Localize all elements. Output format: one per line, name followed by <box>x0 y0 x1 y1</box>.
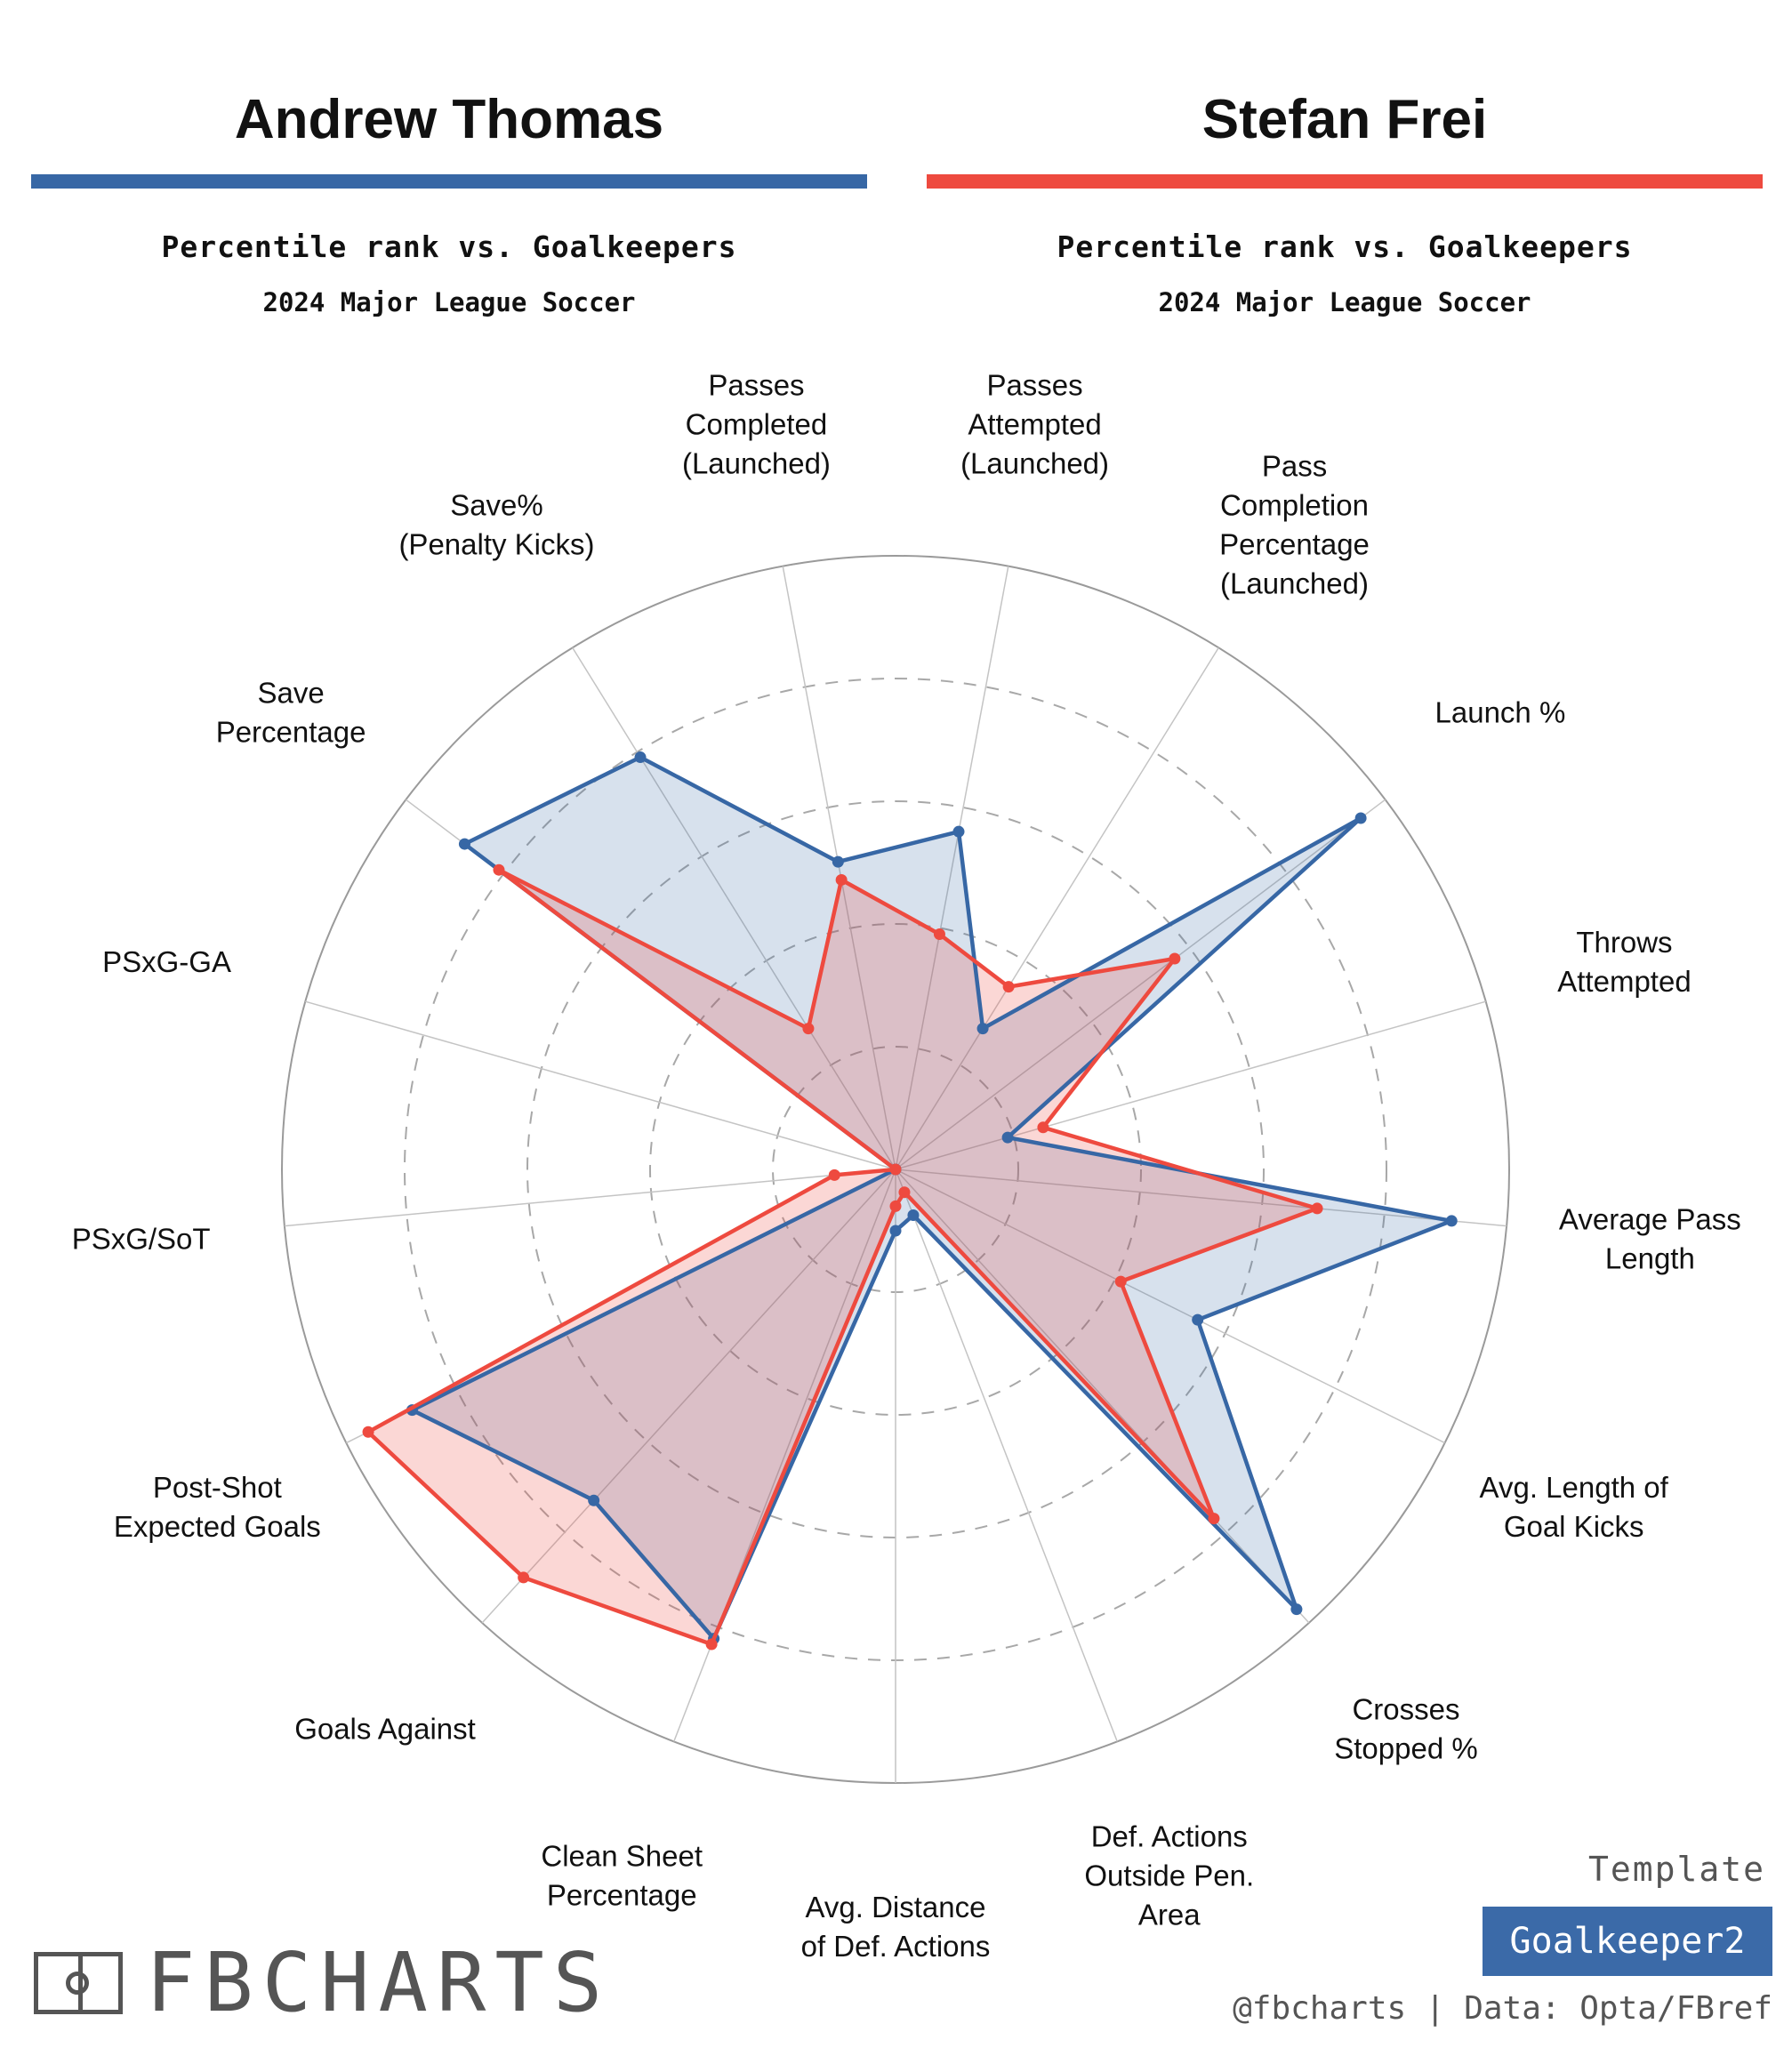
series-2-point-12 <box>518 1571 530 1584</box>
series-2-point-10 <box>889 1200 902 1212</box>
series-2-point-1 <box>835 873 848 886</box>
radar-spoke-0 <box>572 647 896 1170</box>
radar-spoke-12 <box>481 1169 896 1624</box>
series-1-point-10 <box>889 1225 902 1237</box>
subtitle-right: Percentile rank vs. Goalkeepers <box>1057 229 1633 264</box>
series-2-point-16 <box>493 863 505 876</box>
series-2-point-0 <box>802 1023 815 1035</box>
series-area-1 <box>412 757 1452 1639</box>
series-1-point-7 <box>1192 1313 1204 1326</box>
series-1-point-8 <box>1290 1603 1303 1616</box>
player-header-left: Andrew Thomas Percentile rank vs. Goalke… <box>31 80 867 317</box>
template-label: Template <box>1587 1850 1765 1889</box>
series-1-point-3 <box>976 1023 989 1035</box>
series-2-point-6 <box>1311 1202 1323 1215</box>
radar-spoke-14 <box>284 1169 896 1227</box>
radar-spoke-9 <box>895 1169 1118 1742</box>
category-label-7: Avg. Length of Goal Kicks <box>1480 1471 1669 1543</box>
player-color-bar-left <box>31 174 867 189</box>
radar-grid-ring-2 <box>649 923 1142 1416</box>
series-2-point-8 <box>1208 1513 1220 1525</box>
category-label-12: Goals Against <box>294 1713 476 1746</box>
series-2-point-4 <box>1169 952 1181 965</box>
category-label-11: Clean Sheet Percentage <box>541 1839 703 1911</box>
series-1-point-5 <box>1001 1131 1014 1144</box>
series-2-point-2 <box>933 928 945 940</box>
fbcharts-logo: FBCHARTS <box>34 1939 611 2028</box>
subtitle-left: Percentile rank vs. Goalkeepers <box>161 229 737 264</box>
logo-text: FBCHARTS <box>146 1935 612 2030</box>
series-2-point-5 <box>1037 1121 1049 1134</box>
credits: @fbcharts | Data: Opta/FBref <box>1233 1990 1772 2027</box>
series-1-point-1 <box>832 855 844 868</box>
series-1-point-0 <box>634 751 647 764</box>
league-right: 2024 Major League Soccer <box>1158 287 1531 317</box>
series-1-point-12 <box>588 1494 600 1506</box>
series-line-2 <box>366 867 1320 1647</box>
category-label-4: Launch % <box>1435 696 1566 729</box>
league-left: 2024 Major League Soccer <box>262 287 636 317</box>
category-label-3: Pass Completion Percentage (Launched) <box>1219 450 1370 600</box>
category-label-10: Avg. Distance of Def. Actions <box>801 1891 991 1963</box>
player-name-right: Stefan Frei <box>1201 89 1488 150</box>
category-label-15: PSxG-GA <box>102 945 231 978</box>
series-1-point-4 <box>1354 812 1367 824</box>
radar-spoke-2 <box>895 566 1009 1170</box>
series-area-2 <box>368 870 1318 1644</box>
category-label-9: Def. Actions Outside Pen. Area <box>1084 1819 1254 1931</box>
category-label-8: Crosses Stopped % <box>1334 1693 1477 1765</box>
radar-spoke-1 <box>782 566 896 1170</box>
series-2-point-9 <box>898 1186 911 1199</box>
series-2-point-13 <box>362 1426 374 1438</box>
category-label-14: PSxG/SoT <box>72 1223 211 1256</box>
series-1-point-16 <box>458 838 470 850</box>
radar-spoke-8 <box>895 1169 1310 1624</box>
category-label-5: Throws Attempted <box>1557 926 1691 998</box>
radar-spoke-7 <box>895 1169 1445 1444</box>
category-label-1: Passes Completed (Launched) <box>682 369 831 480</box>
series-2-point-11 <box>705 1638 718 1650</box>
template-badge: Goalkeeper2 <box>1483 1907 1772 1976</box>
category-label-13: Post-Shot Expected Goals <box>114 1471 321 1543</box>
radar-spoke-15 <box>305 1000 896 1170</box>
series-2-point-3 <box>1002 981 1015 993</box>
category-label-2: Passes Attempted (Launched) <box>960 369 1109 480</box>
player-name-left: Andrew Thomas <box>234 89 664 150</box>
radar-spoke-3 <box>895 647 1219 1170</box>
player-color-bar-right <box>927 174 1763 189</box>
series-2-point-15 <box>889 1163 902 1176</box>
player-header-right: Stefan Frei Percentile rank vs. Goalkeep… <box>927 80 1763 317</box>
category-label-0: Save% (Penalty Kicks) <box>398 489 594 561</box>
category-label-16: Save Percentage <box>216 677 366 749</box>
series-1-point-2 <box>952 825 965 838</box>
radar-spoke-6 <box>895 1169 1507 1227</box>
radar-spoke-5 <box>895 1000 1486 1170</box>
series-2-point-7 <box>1114 1275 1127 1288</box>
radar-spoke-4 <box>895 799 1386 1170</box>
series-2-point-14 <box>828 1169 840 1181</box>
pitch-icon <box>34 1952 123 2014</box>
category-label-6: Average Pass Length <box>1559 1203 1741 1275</box>
series-1-point-6 <box>1445 1215 1458 1227</box>
series-1-point-9 <box>907 1209 920 1221</box>
